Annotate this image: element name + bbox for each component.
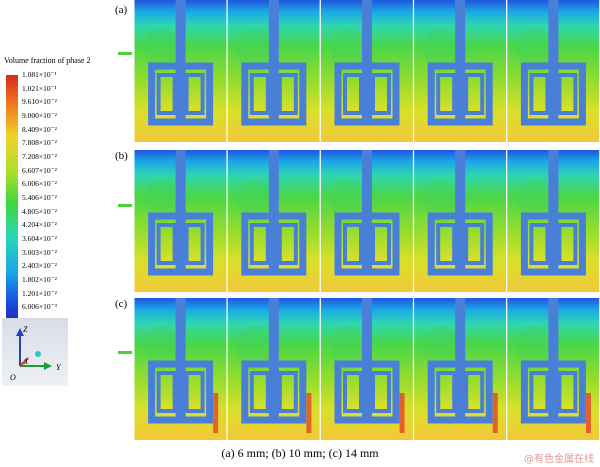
colorbar-tick-label: 1.021×10⁻¹ (22, 83, 57, 93)
mixing-cell (320, 150, 415, 292)
axis-y-label: Y (56, 363, 62, 372)
colorbar-tick-label: 9.610×10⁻² (22, 97, 57, 107)
colorbar-tick-label: 4.805×10⁻² (22, 206, 57, 216)
mixing-cell (320, 0, 415, 142)
axis-origin-label: O (10, 373, 16, 382)
mixing-cell (414, 150, 508, 292)
mixing-cell (134, 298, 228, 440)
colorbar-tick-label: 2.403×10⁻² (22, 261, 57, 271)
mixing-cell (227, 0, 322, 142)
contour-row-a (134, 0, 600, 142)
mixing-cell (507, 150, 600, 292)
colorbar-tick-label: 1.081×10⁻¹ (22, 70, 57, 79)
mixing-cell (414, 298, 508, 440)
row-label-b: (b) (115, 150, 128, 162)
colorbar-labels: 1.081×10⁻¹ 1.021×10⁻¹ 9.610×10⁻² 9.000×10⁻²… (22, 70, 117, 328)
inlet-marker (118, 351, 132, 354)
colorbar-tick-label: 4.204×10⁻² (22, 220, 57, 230)
mixing-cell (414, 0, 508, 142)
axes-triad-icon: Z X Y O (10, 325, 62, 382)
colorbar-tick-label: 7.208×10⁻² (22, 152, 57, 161)
figure-caption: (a) 6 mm; (b) 10 mm; (c) 14 mm (221, 446, 379, 460)
mixing-cell (507, 298, 600, 440)
axis-x-label: X (23, 358, 29, 366)
colorbar-tick-label: 9.000×10⁻² (22, 111, 57, 120)
colorbar-tick-label: 1.802×10⁻² (22, 275, 57, 284)
colorbar-tick-label: 6.006×10⁻² (22, 179, 57, 189)
colorbar-gradient (6, 75, 18, 321)
contour-row-c (134, 298, 600, 440)
colorbar-tick-label: 3.003×10⁻² (22, 247, 57, 257)
coordinate-axes: Z X Y O (2, 318, 68, 386)
colorbar-legend: Volume fraction of phase 2 1.081×10⁻¹ 1.0… (4, 56, 116, 325)
watermark: @有色金属在线 (524, 454, 594, 465)
mixing-cell (134, 150, 228, 292)
axis-z-label: Z (23, 325, 28, 334)
colorbar-tick-label: 7.808×10⁻² (22, 138, 57, 148)
row-label-a: (a) (115, 4, 128, 16)
colorbar-tick-label: 3.604×10⁻² (22, 234, 57, 243)
row-label-c: (c) (115, 298, 128, 310)
colorbar-tick-label: 5.406×10⁻² (22, 193, 57, 202)
colorbar-tick-label: 1.201×10⁻² (22, 288, 57, 298)
colorbar-tick-label: 8.409×10⁻² (22, 124, 57, 134)
colorbar-tick-label: 6.607×10⁻² (22, 165, 57, 175)
inlet-marker (118, 204, 132, 207)
colorbar-tick-label: 6.006×10⁻³ (22, 302, 57, 312)
mixing-cell (227, 298, 322, 440)
mixing-cell (134, 0, 228, 142)
inlet-marker (118, 52, 132, 55)
contour-row-b (134, 150, 600, 292)
mixing-cell (507, 0, 600, 142)
colorbar-title: Volume fraction of phase 2 (4, 56, 91, 65)
mixing-cell (227, 150, 322, 292)
mixing-cell (320, 298, 415, 440)
